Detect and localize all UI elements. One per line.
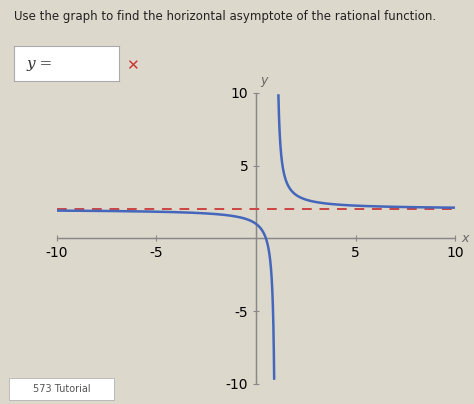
Text: Use the graph to find the horizontal asymptote of the rational function.: Use the graph to find the horizontal asy… <box>14 10 437 23</box>
Text: y =: y = <box>27 57 53 71</box>
Text: 573 Tutorial: 573 Tutorial <box>33 384 91 394</box>
Text: y: y <box>260 74 268 87</box>
Text: x: x <box>461 232 468 245</box>
Text: ✕: ✕ <box>126 58 138 73</box>
